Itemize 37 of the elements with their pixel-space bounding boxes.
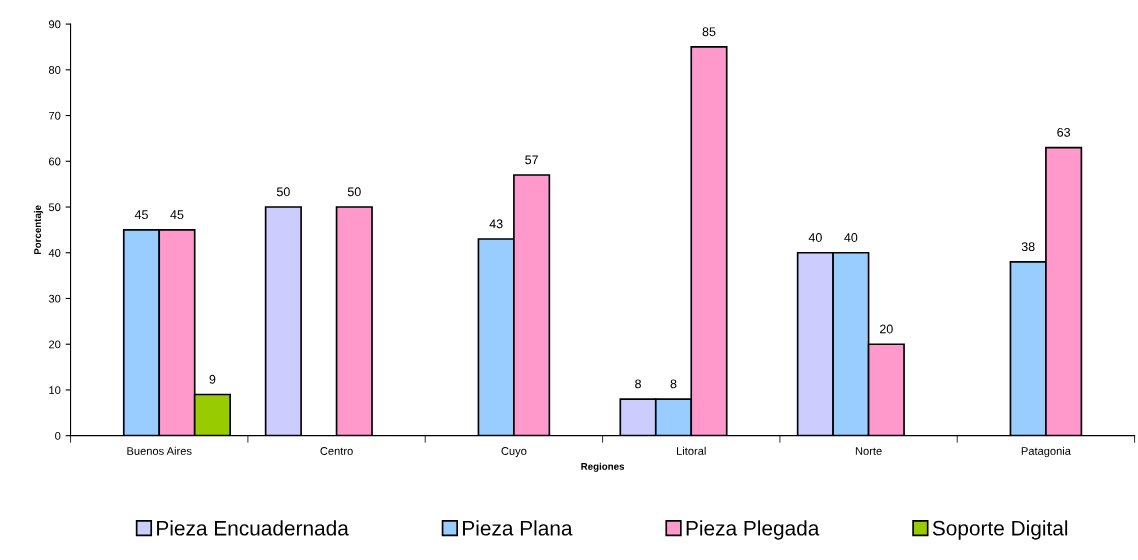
data-label: 45 bbox=[134, 210, 148, 220]
data-label: 43 bbox=[489, 219, 503, 229]
data-label: 63 bbox=[1057, 127, 1071, 137]
data-label: 85 bbox=[702, 27, 716, 37]
data-label: 45 bbox=[170, 210, 184, 220]
y-tick-label: 20 bbox=[49, 340, 61, 349]
legend-label: Pieza Plana bbox=[463, 520, 573, 536]
x-tick-label: Cuyo bbox=[501, 447, 527, 458]
legend-label: Soporte Digital bbox=[932, 520, 1068, 540]
legend-label: Pieza Plegada bbox=[686, 520, 820, 540]
x-tick-label: Patagonia bbox=[1021, 446, 1071, 458]
data-label: 40 bbox=[808, 233, 822, 242]
x-tick-label: Centro bbox=[320, 447, 353, 455]
x-tick-label: Litoral bbox=[677, 446, 706, 455]
data-label: 50 bbox=[347, 187, 361, 197]
data-label: 9 bbox=[209, 374, 216, 384]
data-label: 8 bbox=[635, 379, 641, 389]
y-tick-label: 90 bbox=[49, 20, 61, 29]
data-label: 38 bbox=[1021, 242, 1035, 252]
y-tick-label: 70 bbox=[49, 111, 61, 120]
y-tick-label: 10 bbox=[49, 386, 61, 395]
y-tick-label: 80 bbox=[48, 66, 61, 74]
x-tick-label: Norte bbox=[855, 447, 882, 455]
data-label: 20 bbox=[879, 324, 893, 334]
y-axis-title: Porcentaje bbox=[33, 205, 43, 255]
data-label: 8 bbox=[670, 379, 677, 389]
y-tick-label: 0 bbox=[55, 431, 61, 440]
y-tick-label: 30 bbox=[48, 294, 61, 303]
data-label: 50 bbox=[276, 187, 290, 197]
legend-label: Pieza Encuadernada bbox=[157, 520, 349, 536]
y-tick-label: 60 bbox=[49, 157, 61, 166]
y-tick-label: 40 bbox=[48, 249, 61, 257]
y-tick-label: 50 bbox=[48, 203, 61, 212]
x-tick-label: Buenos Aires bbox=[127, 446, 192, 455]
x-axis-title: Regiones bbox=[581, 462, 625, 472]
data-label: 40 bbox=[844, 233, 858, 242]
data-label: 57 bbox=[525, 155, 538, 165]
